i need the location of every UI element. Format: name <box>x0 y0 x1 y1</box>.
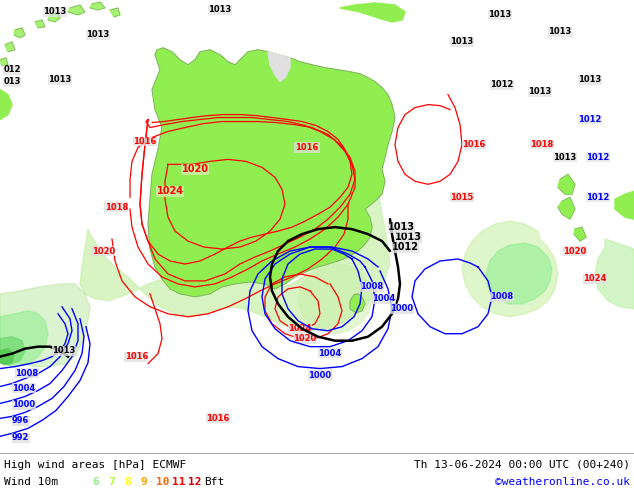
Text: 1000: 1000 <box>308 370 332 380</box>
Text: 1013: 1013 <box>553 153 577 162</box>
Polygon shape <box>148 48 395 297</box>
Polygon shape <box>110 8 120 17</box>
Text: 1018: 1018 <box>531 140 553 149</box>
Text: 1013: 1013 <box>548 27 572 36</box>
Text: ©weatheronline.co.uk: ©weatheronline.co.uk <box>495 477 630 487</box>
Text: 1016: 1016 <box>295 143 319 152</box>
Polygon shape <box>486 243 552 304</box>
Text: 9: 9 <box>140 477 146 487</box>
Text: 1013: 1013 <box>528 87 552 96</box>
Text: 8: 8 <box>124 477 131 487</box>
Text: 6: 6 <box>92 477 99 487</box>
Text: 1004: 1004 <box>372 294 395 303</box>
Text: 1015: 1015 <box>450 193 474 202</box>
Text: 1013: 1013 <box>43 7 67 17</box>
Polygon shape <box>14 28 25 38</box>
Text: 1000: 1000 <box>12 400 35 410</box>
Text: 996: 996 <box>12 416 29 425</box>
Text: 1013: 1013 <box>388 222 415 232</box>
Text: 1016: 1016 <box>133 137 157 146</box>
Polygon shape <box>268 52 290 82</box>
Text: 1012: 1012 <box>586 193 610 202</box>
Text: 1020: 1020 <box>181 164 209 174</box>
Text: 1012: 1012 <box>392 242 419 252</box>
Polygon shape <box>68 5 85 15</box>
Text: 1013: 1013 <box>578 75 602 84</box>
Text: 1008: 1008 <box>490 293 513 301</box>
Polygon shape <box>90 2 105 10</box>
Polygon shape <box>5 42 15 52</box>
Text: High wind areas [hPa] ECMWF: High wind areas [hPa] ECMWF <box>4 460 186 470</box>
Text: 1024: 1024 <box>157 186 183 196</box>
Text: 1012: 1012 <box>586 153 610 162</box>
Polygon shape <box>558 197 575 219</box>
Text: 1013: 1013 <box>450 37 474 47</box>
Text: 012: 012 <box>3 65 21 74</box>
Text: 1016: 1016 <box>125 352 148 361</box>
Text: 1004: 1004 <box>318 349 342 358</box>
Polygon shape <box>0 337 25 365</box>
Text: 1024: 1024 <box>583 274 607 283</box>
Polygon shape <box>350 294 365 313</box>
Text: 10: 10 <box>156 477 169 487</box>
Text: 1016: 1016 <box>206 414 230 423</box>
Polygon shape <box>0 90 12 120</box>
Polygon shape <box>558 174 575 194</box>
Polygon shape <box>462 221 558 317</box>
Polygon shape <box>0 349 14 365</box>
Polygon shape <box>298 264 372 334</box>
Text: 1013: 1013 <box>48 75 72 84</box>
Polygon shape <box>48 12 60 22</box>
Text: 1008: 1008 <box>360 282 383 292</box>
Text: 1013: 1013 <box>52 346 75 355</box>
Text: 1020: 1020 <box>564 246 586 255</box>
Text: 1000: 1000 <box>390 304 413 313</box>
Text: 1024: 1024 <box>288 324 312 333</box>
Polygon shape <box>615 191 634 219</box>
Text: 1008: 1008 <box>15 368 38 378</box>
Polygon shape <box>35 20 45 28</box>
Polygon shape <box>595 239 634 309</box>
Polygon shape <box>340 3 405 22</box>
Text: 1004: 1004 <box>12 384 36 392</box>
Text: 1020: 1020 <box>294 334 316 343</box>
Text: 1020: 1020 <box>92 246 115 255</box>
Text: 1013: 1013 <box>488 10 512 20</box>
Text: Th 13-06-2024 00:00 UTC (00+240): Th 13-06-2024 00:00 UTC (00+240) <box>414 460 630 470</box>
Text: 992: 992 <box>12 433 29 442</box>
Text: 013: 013 <box>3 77 21 86</box>
Text: 1013: 1013 <box>86 30 110 39</box>
Text: 1013: 1013 <box>209 5 231 15</box>
Text: 1013: 1013 <box>395 232 422 242</box>
Text: Wind 10m: Wind 10m <box>4 477 58 487</box>
Text: Bft: Bft <box>204 477 224 487</box>
Text: 11: 11 <box>172 477 186 487</box>
Text: 1012: 1012 <box>490 80 514 89</box>
Text: 7: 7 <box>108 477 115 487</box>
Text: 12: 12 <box>188 477 202 487</box>
Polygon shape <box>0 284 90 367</box>
Text: 1018: 1018 <box>105 203 128 212</box>
Polygon shape <box>80 191 390 331</box>
Text: 1012: 1012 <box>578 115 602 124</box>
Polygon shape <box>0 311 48 367</box>
Text: 1016: 1016 <box>462 140 486 149</box>
Polygon shape <box>0 58 8 66</box>
Polygon shape <box>574 227 586 241</box>
